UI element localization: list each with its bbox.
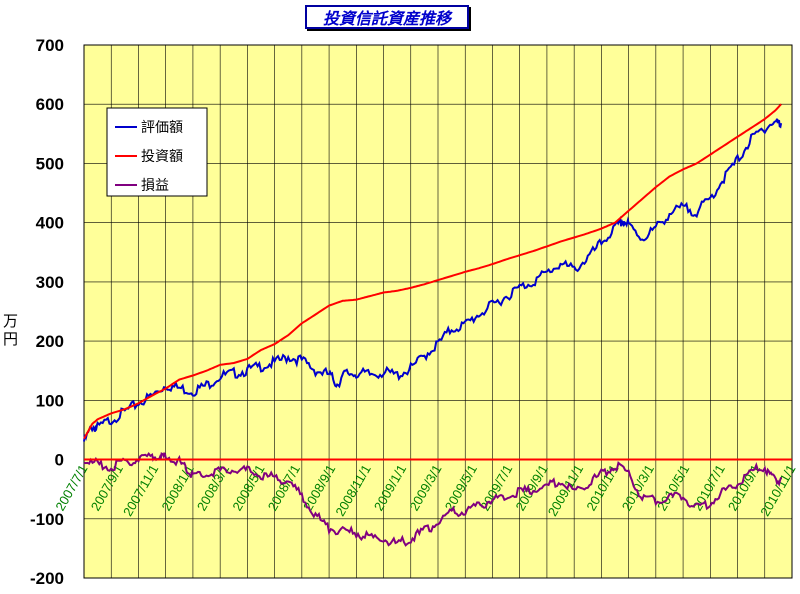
y-tick-label: 100 bbox=[36, 391, 64, 410]
legend-box bbox=[106, 107, 208, 197]
chart-title-box: 投資信託資産推移 bbox=[305, 5, 469, 29]
y-tick-label: 200 bbox=[36, 332, 64, 351]
legend-label: 損益 bbox=[141, 178, 169, 194]
y-tick-label: 700 bbox=[36, 36, 64, 55]
series-line-損益 bbox=[83, 451, 783, 547]
y-tick-label: 600 bbox=[36, 95, 64, 114]
y-tick-label: 400 bbox=[36, 214, 64, 233]
y-tick-label: -100 bbox=[30, 510, 64, 529]
legend-label: 評価額 bbox=[141, 120, 183, 136]
y-tick-label: -200 bbox=[30, 569, 64, 588]
y-tick-label: 500 bbox=[36, 154, 64, 173]
chart-title: 投資信託資産推移 bbox=[322, 9, 451, 28]
series-line-評価額 bbox=[83, 118, 783, 442]
y-tick-label: 300 bbox=[36, 273, 64, 292]
y-axis-label: 万円 bbox=[3, 312, 19, 348]
legend-label: 投資額 bbox=[141, 149, 183, 165]
series-line-投資額 bbox=[83, 103, 782, 440]
series-lines bbox=[83, 103, 792, 547]
y-tick-label: 0 bbox=[55, 451, 64, 470]
y-axis-ticks: -200 -100 0 100 200 300 400 500 600 700 bbox=[30, 36, 64, 588]
